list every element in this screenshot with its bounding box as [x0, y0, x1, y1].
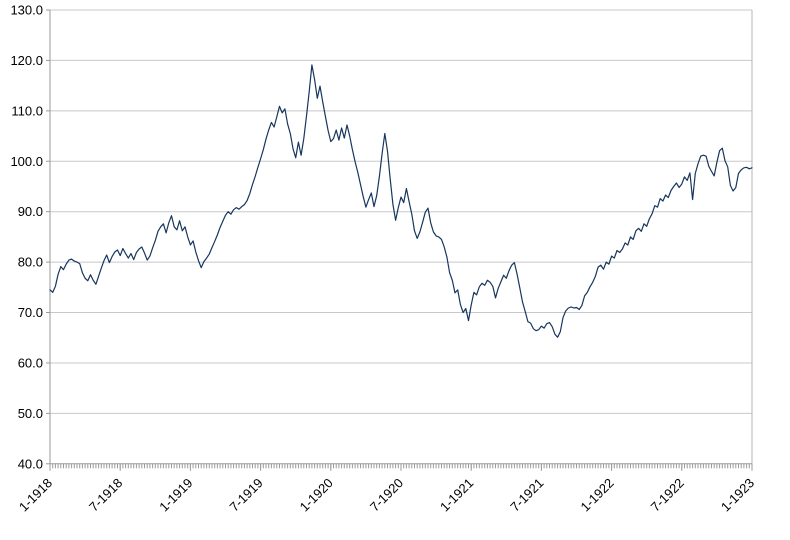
x-axis-tick-label: 7-1919: [226, 475, 265, 514]
x-axis-tick-label: 7-1920: [367, 475, 406, 514]
x-axis-tick-label: 7-1921: [507, 475, 546, 514]
x-axis-tick-label: 1-1919: [156, 475, 195, 514]
y-axis-tick-label: 60.0: [18, 355, 43, 370]
x-axis-tick-label: 1-1923: [718, 475, 757, 514]
x-axis-tick-label: 1-1921: [437, 475, 476, 514]
x-axis-tick-label: 1-1918: [16, 475, 55, 514]
y-axis-tick-label: 120.0: [10, 53, 43, 68]
x-axis-tick-label: 7-1922: [648, 475, 687, 514]
y-axis-tick-label: 70.0: [18, 305, 43, 320]
x-axis-tick-label: 7-1918: [86, 475, 125, 514]
y-axis-tick-label: 40.0: [18, 456, 43, 471]
y-axis-tick-label: 130.0: [10, 3, 43, 18]
y-axis-tick-label: 100.0: [10, 154, 43, 169]
y-axis-tick-label: 110.0: [11, 103, 43, 118]
y-axis-tick-label: 80.0: [18, 255, 43, 270]
series-line: [49, 64, 753, 338]
x-axis-tick-label: 1-1922: [577, 475, 616, 514]
y-axis-tick-label: 90.0: [18, 204, 43, 219]
x-axis-tick-label: 1-1920: [297, 475, 336, 514]
y-axis-tick-label: 50.0: [18, 406, 43, 421]
